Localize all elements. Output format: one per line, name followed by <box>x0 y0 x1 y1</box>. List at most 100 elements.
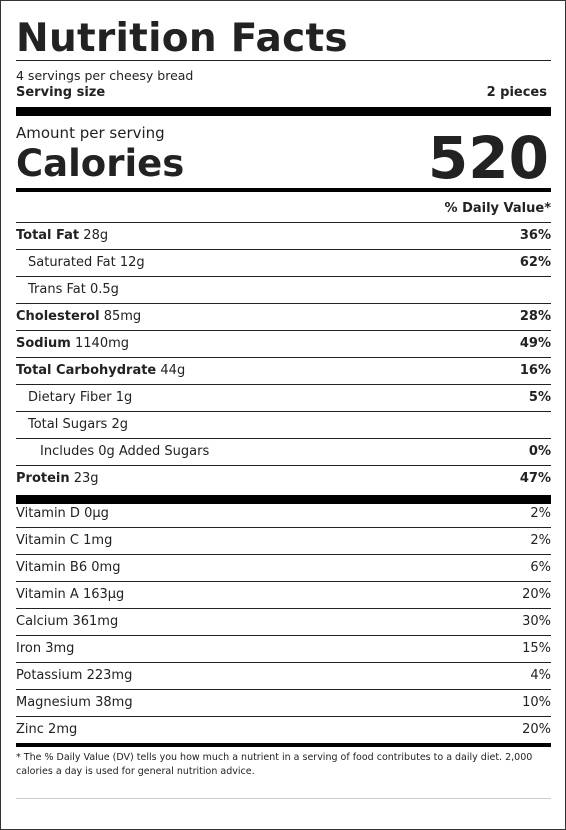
vitamin-name: Vitamin B6 <box>16 560 88 575</box>
nutrient-dv: 5% <box>528 390 551 405</box>
vitamin-name: Vitamin D <box>16 506 80 521</box>
vitamin-row-magnesium: Magnesium 38mg 10% <box>16 690 551 716</box>
nutrient-name: Dietary Fiber <box>28 390 112 405</box>
nutrient-name: Total Sugars <box>28 417 108 432</box>
vitamin-name: Vitamin C <box>16 533 80 548</box>
nutrient-name: Total Carbohydrate <box>16 363 157 378</box>
vitamin-name: Zinc <box>16 722 44 737</box>
calories-label: Calories <box>16 142 185 185</box>
vitamin-dv: 2% <box>530 533 551 548</box>
row-divider <box>16 411 551 412</box>
nutrient-dv: 49% <box>519 336 551 351</box>
nutrient-row-sodium: Sodium 1140mg 49% <box>16 331 551 357</box>
vitamin-name: Iron <box>16 641 42 656</box>
thick-divider-top <box>16 107 551 116</box>
vitamin-amount: 3mg <box>45 641 75 656</box>
vitamin-name: Calcium <box>16 614 69 629</box>
row-divider <box>16 662 551 663</box>
vitamin-amount: 38mg <box>95 695 133 710</box>
daily-value-header: % Daily Value* <box>444 201 551 216</box>
nutrient-row-saturated-fat: Saturated Fat 12g 62% <box>16 250 551 276</box>
row-divider <box>16 689 551 690</box>
nutrient-dv: 36% <box>519 228 551 243</box>
calories-divider <box>16 188 551 192</box>
vitamin-name: Magnesium <box>16 695 91 710</box>
vitamin-row-vitamin-c: Vitamin C 1mg 2% <box>16 528 551 554</box>
nutrient-amount: 2g <box>111 417 128 432</box>
vitamin-name: Potassium <box>16 668 83 683</box>
thick-divider-vitamins <box>16 495 551 504</box>
vitamin-amount: 2mg <box>48 722 78 737</box>
vitamin-row-vitamin-b6: Vitamin B6 0mg 6% <box>16 555 551 581</box>
nutrient-dv: 16% <box>519 363 551 378</box>
nutrient-row-added-sugars: Includes 0g Added Sugars 0% <box>16 439 551 465</box>
label-title: Nutrition Facts <box>16 16 348 61</box>
vitamin-row-calcium: Calcium 361mg 30% <box>16 609 551 635</box>
servings-per-container: 4 servings per cheesy bread <box>16 68 194 83</box>
serving-size-row: Serving size 2 pieces <box>16 85 551 100</box>
vitamin-dv: 6% <box>530 560 551 575</box>
row-divider <box>16 249 551 250</box>
amount-per-serving: Amount per serving <box>16 124 165 142</box>
row-divider <box>16 608 551 609</box>
nutrient-amount: 1g <box>115 390 133 405</box>
nutrient-amount: 12g <box>119 255 145 270</box>
row-divider <box>16 357 551 358</box>
nutrient-name: Sodium <box>16 336 71 351</box>
nutrient-amount: 85mg <box>103 309 142 324</box>
vitamin-row-vitamin-d: Vitamin D 0µg 2% <box>16 501 551 527</box>
vitamin-amount: 0mg <box>91 560 121 575</box>
nutrient-row-total-sugars: Total Sugars 2g <box>16 412 551 438</box>
vitamin-amount: 163µg <box>82 587 125 602</box>
nutrient-dv: 47% <box>519 471 551 486</box>
calories-value: 520 <box>427 124 549 192</box>
vitamin-row-iron: Iron 3mg 15% <box>16 636 551 662</box>
nutrient-row-trans-fat: Trans Fat 0.5g <box>16 277 551 303</box>
daily-value-footnote: * The % Daily Value (DV) tells you how m… <box>16 752 533 777</box>
nutrient-row-protein: Protein 23g 47% <box>16 466 551 492</box>
vitamin-row-vitamin-a: Vitamin A 163µg 20% <box>16 582 551 608</box>
serving-size-value: 2 pieces <box>486 85 547 100</box>
nutrient-dv: 62% <box>519 255 551 270</box>
nutrient-amount: 44g <box>160 363 186 378</box>
nutrient-row-total-fat: Total Fat 28g 36% <box>16 223 551 249</box>
nutrient-amount: 0.5g <box>89 282 119 297</box>
nutrient-name: Saturated Fat <box>28 255 116 270</box>
vitamin-amount: 223mg <box>86 668 133 683</box>
row-divider <box>16 303 551 304</box>
row-divider <box>16 554 551 555</box>
row-divider <box>16 330 551 331</box>
bottom-divider <box>16 798 551 799</box>
nutrient-name: Cholesterol <box>16 309 100 324</box>
vitamin-amount: 1mg <box>83 533 113 548</box>
vitamin-amount: 361mg <box>72 614 119 629</box>
nutrient-row-total-carbohydrate: Total Carbohydrate 44g 16% <box>16 358 551 384</box>
vitamin-dv: 20% <box>522 722 551 737</box>
serving-size-label: Serving size <box>16 85 106 100</box>
vitamin-dv: 4% <box>530 668 551 683</box>
row-divider <box>16 276 551 277</box>
vitamin-amount: 0µg <box>84 506 109 521</box>
row-divider <box>16 581 551 582</box>
row-divider <box>16 384 551 385</box>
vitamin-dv: 10% <box>522 695 551 710</box>
vitamin-dv: 20% <box>522 587 551 602</box>
nutrient-dv: 0% <box>528 444 551 459</box>
nutrient-row-cholesterol: Cholesterol 85mg 28% <box>16 304 551 330</box>
title-divider <box>16 60 551 61</box>
row-divider <box>16 716 551 717</box>
vitamin-row-zinc: Zinc 2mg 20% <box>16 717 551 743</box>
nutrient-row-dietary-fiber: Dietary Fiber 1g 5% <box>16 385 551 411</box>
nutrient-name: Trans Fat <box>28 282 86 297</box>
vitamin-dv: 30% <box>522 614 551 629</box>
vitamin-name: Vitamin A <box>16 587 79 602</box>
row-divider <box>16 465 551 466</box>
dv-header-divider <box>16 222 551 223</box>
footnote-divider <box>16 743 551 747</box>
nutrient-name: Includes 0g Added Sugars <box>40 444 210 459</box>
vitamin-dv: 15% <box>522 641 551 656</box>
row-divider <box>16 527 551 528</box>
nutrient-name: Total Fat <box>16 228 80 243</box>
vitamin-row-potassium: Potassium 223mg 4% <box>16 663 551 689</box>
